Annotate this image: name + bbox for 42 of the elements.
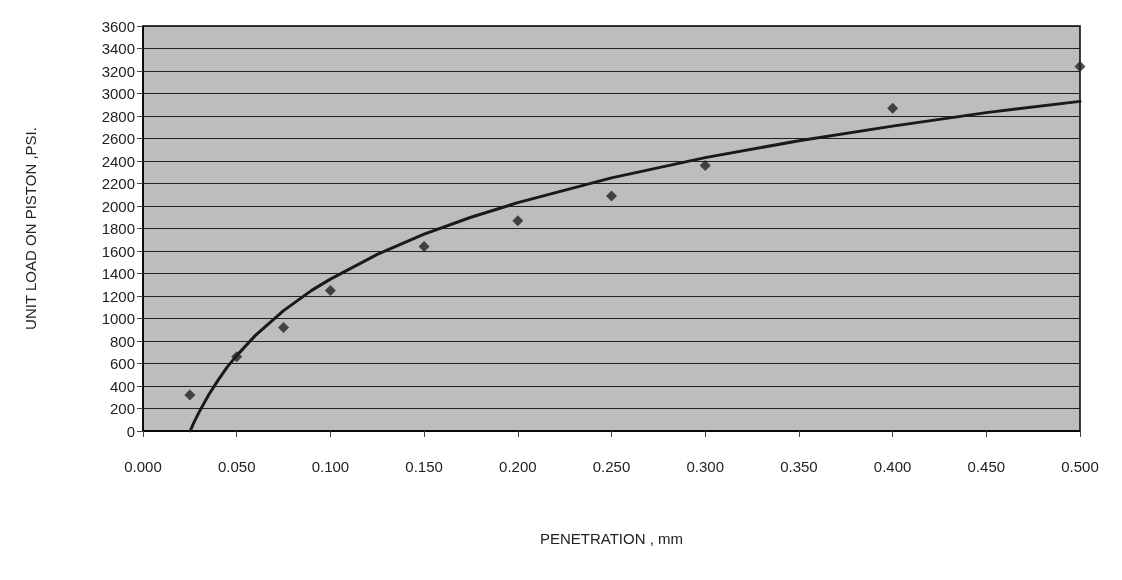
y-tick-label: 3200 [101, 62, 135, 80]
y-tick-label: 1200 [101, 287, 135, 305]
x-tick-label: 0.450 [967, 458, 1006, 475]
point [512, 215, 524, 227]
x-tick-label: 0.300 [686, 458, 724, 475]
point [324, 284, 336, 296]
y-tick-label: 3000 [101, 85, 135, 102]
y-tick-label: 600 [109, 355, 135, 372]
y-tick-label: 2800 [101, 107, 135, 125]
y-tick-label: 2000 [101, 197, 135, 215]
y-tick-label: 1000 [101, 310, 135, 327]
point [1074, 61, 1086, 72]
point [184, 389, 196, 401]
y-tick-label: 2200 [101, 175, 135, 192]
y-tick-label: 2400 [101, 152, 135, 170]
x-tick-label: 0.350 [780, 458, 818, 475]
y-tick-label: 0 [126, 422, 135, 440]
x-tick-label: 0.000 [124, 458, 162, 475]
x-tick-label: 0.050 [217, 458, 256, 475]
y-tick-label: 1400 [101, 265, 135, 282]
x-tick-label: 0.200 [499, 458, 537, 475]
x-tick-label: 0.500 [1061, 458, 1099, 475]
y-tick-label: 3600 [101, 17, 135, 35]
point [231, 351, 243, 363]
y-axis-title: UNIT LOAD ON PISTON ,PSI. [22, 127, 39, 330]
y-tick-label: 200 [109, 400, 135, 417]
point [606, 190, 617, 202]
y-tick-label: 800 [109, 332, 135, 350]
x-tick-label: 0.400 [873, 458, 912, 475]
y-tick-label: 1600 [101, 242, 135, 260]
y-tick-label: 1800 [101, 220, 135, 237]
point [699, 160, 711, 171]
y-tick-label: 3400 [101, 40, 135, 57]
point [887, 102, 899, 114]
x-tick-label: 0.150 [405, 458, 443, 475]
x-tick-label: 0.100 [311, 458, 350, 475]
y-tick-label: 2600 [101, 130, 135, 147]
y-tick-label: 400 [109, 377, 135, 395]
point [278, 322, 290, 333]
x-axis-title: PENETRATION , mm [539, 530, 684, 547]
point [418, 241, 430, 252]
x-tick-label: 0.250 [592, 458, 631, 475]
